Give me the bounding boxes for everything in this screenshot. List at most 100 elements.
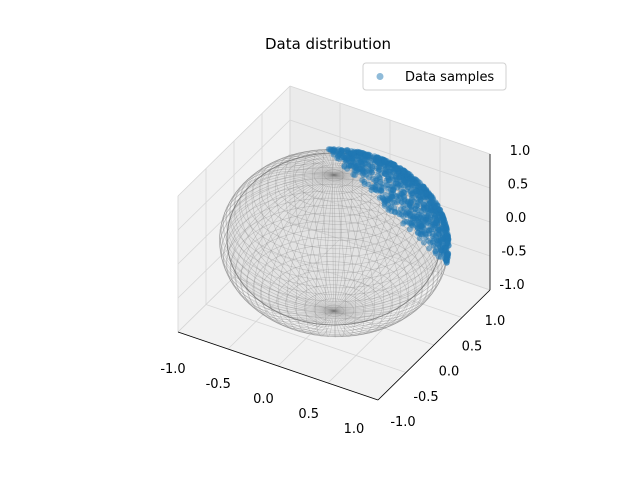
sphere-longitude-line <box>223 174 335 313</box>
sphere-longitude-line <box>333 174 385 334</box>
data-point <box>360 171 367 178</box>
sphere-longitude-line <box>286 174 335 333</box>
y-tick-label: -1.0 <box>390 415 415 430</box>
x-tick-label: -1.0 <box>160 362 185 377</box>
grid-line-z <box>177 85 291 197</box>
sphere-longitude-line <box>333 174 336 338</box>
sphere-longitude-line <box>258 157 335 312</box>
data-point <box>381 171 388 177</box>
data-point <box>427 199 434 206</box>
sphere-longitude-line <box>240 174 335 320</box>
y-tick-label: 0.0 <box>439 365 460 380</box>
sphere-longitude-line <box>333 174 346 338</box>
sphere-longitude-line <box>269 174 335 329</box>
data-point <box>359 177 366 184</box>
data-point <box>408 221 415 228</box>
sphere-latitude-line <box>313 298 355 322</box>
data-point <box>349 155 356 162</box>
sphere-longitude-line <box>312 149 335 312</box>
sphere-longitude-line <box>333 174 417 327</box>
data-point <box>437 244 444 251</box>
sphere-longitude-line <box>325 174 335 337</box>
data-point <box>330 151 337 158</box>
data-point <box>377 175 384 182</box>
sphere-longitude-line <box>275 153 335 312</box>
grid-line-x <box>327 272 441 384</box>
data-point <box>381 202 388 209</box>
sphere-longitude-line <box>238 164 335 312</box>
y-tick-label: -0.5 <box>413 390 438 405</box>
data-point <box>343 147 350 154</box>
data-point <box>406 226 413 233</box>
sphere-longitude-line <box>283 152 335 312</box>
data-point <box>420 239 427 246</box>
data-point <box>402 177 409 183</box>
data-point <box>351 172 358 179</box>
data-point <box>425 215 432 222</box>
x-tick-label: -0.5 <box>206 377 231 392</box>
sphere-latitude-line <box>294 284 374 330</box>
y-tick-label: 0.5 <box>462 339 483 354</box>
data-point <box>428 194 435 201</box>
data-point <box>398 198 405 205</box>
data-point <box>341 163 348 170</box>
sphere-longitude-line <box>230 174 335 316</box>
data-point <box>366 174 372 181</box>
sphere-longitude-line <box>277 174 335 331</box>
data-point <box>327 146 333 153</box>
sphere-longitude-line <box>333 174 356 337</box>
data-point <box>335 151 342 157</box>
data-point <box>400 170 407 177</box>
y-axis-line <box>377 289 491 401</box>
sphere-longitude-line <box>219 174 335 312</box>
sphere-latitude-line <box>276 269 392 335</box>
sphere-longitude-line <box>293 151 335 312</box>
sphere-latitude-line <box>323 304 345 317</box>
data-point <box>413 203 420 209</box>
data-point <box>416 222 423 229</box>
data-point <box>443 224 450 231</box>
data-point <box>401 218 408 225</box>
data-point <box>393 194 400 200</box>
x-tick-label: 1.0 <box>344 422 365 437</box>
grid-line-y <box>233 276 435 346</box>
legend-frame <box>362 62 507 91</box>
data-point <box>425 208 432 215</box>
data-point <box>369 169 376 176</box>
sphere-longitude-line <box>333 174 375 335</box>
sphere-longitude-line <box>221 174 335 312</box>
legend: Data samples <box>362 62 507 91</box>
x-tick-label: 0.0 <box>253 392 274 407</box>
data-point <box>384 197 391 204</box>
sphere-longitude-line <box>225 170 335 312</box>
data-point <box>376 166 383 173</box>
z-tick-label: 0.0 <box>506 211 527 226</box>
data-point <box>443 239 450 246</box>
grid-line-y <box>261 249 463 318</box>
data-point <box>381 158 388 165</box>
data-point <box>343 153 350 160</box>
data-point <box>404 200 411 207</box>
data-point <box>365 152 372 159</box>
data-point <box>426 245 433 252</box>
sphere-longitude-line <box>219 174 335 312</box>
sphere-latitude-line <box>323 169 345 182</box>
sphere-latitude-line <box>313 164 355 188</box>
sphere-longitude-line <box>333 174 424 324</box>
data-point <box>382 192 389 198</box>
data-point <box>413 188 420 195</box>
data-point <box>347 162 354 169</box>
data-point <box>417 197 424 204</box>
data-point <box>433 211 440 218</box>
legend-label: Data samples <box>405 70 494 85</box>
data-point <box>429 233 436 240</box>
data-point <box>444 233 451 239</box>
data-point <box>409 175 416 182</box>
data-samples <box>325 146 452 266</box>
sphere-longitude-line <box>302 150 335 312</box>
data-point <box>393 166 400 173</box>
data-point <box>419 216 426 223</box>
sphere-longitude-line <box>244 162 335 312</box>
sphere-longitude-line <box>333 174 402 331</box>
